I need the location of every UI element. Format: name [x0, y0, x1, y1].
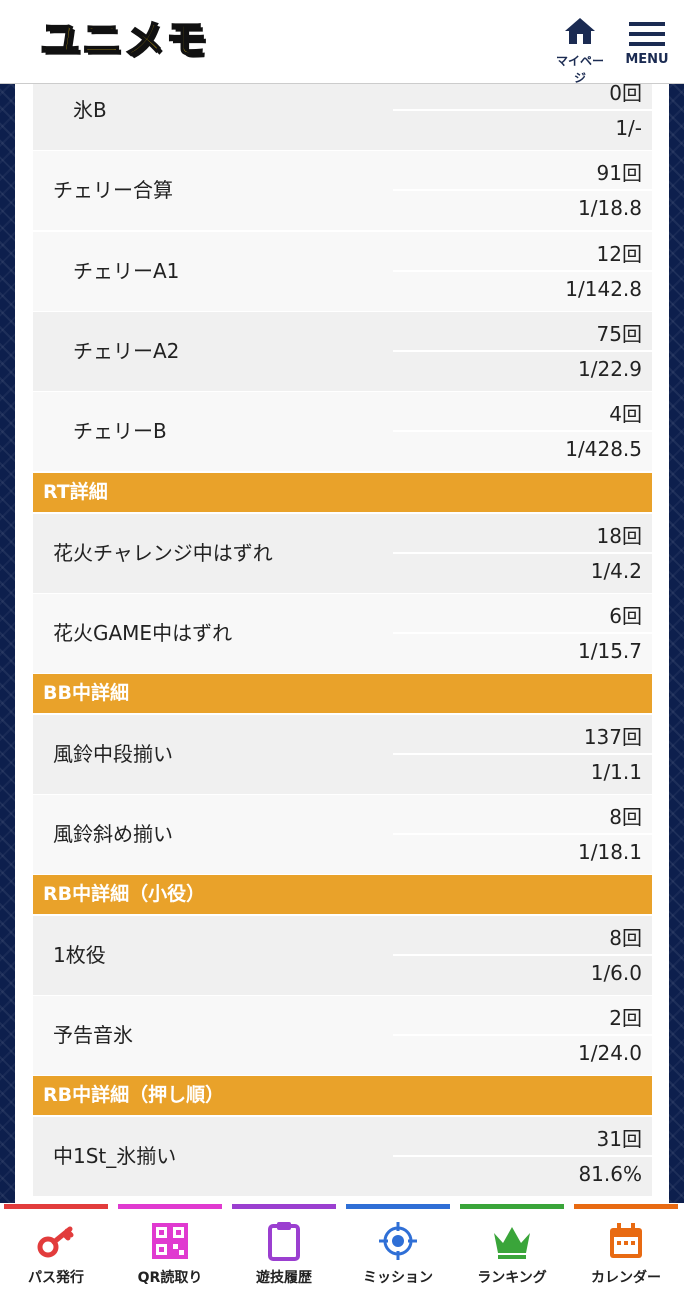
nav-label: パス発行	[28, 1270, 84, 1286]
row-count: 0回	[609, 83, 642, 105]
row-name: チェリーA1	[73, 259, 180, 283]
row-name: 風鈴中段揃い	[53, 742, 173, 766]
nav-label: ランキング	[477, 1270, 547, 1286]
nav-pass-issue[interactable]: パス発行	[4, 1203, 108, 1296]
nav-label: ミッション	[363, 1270, 433, 1286]
row-probability: 1/142.8	[565, 277, 642, 301]
row-count: 12回	[596, 242, 642, 266]
list-item: 風鈴中段揃い 137回 1/1.1	[33, 715, 652, 794]
row-count: 91回	[596, 161, 642, 185]
list-item: 花火GAME中はずれ 6回 1/15.7	[33, 594, 652, 673]
nav-mission[interactable]: ミッション	[346, 1203, 450, 1296]
row-count: 18回	[596, 524, 642, 548]
list-item: 氷B 0回 1/-	[33, 83, 652, 150]
row-count: 6回	[609, 604, 642, 628]
row-probability: 1/-	[615, 116, 642, 140]
row-probability: 1/6.0	[590, 961, 642, 985]
row-count: 75回	[596, 322, 642, 346]
nav-play-history[interactable]: 遊技履歴	[232, 1203, 336, 1296]
row-count: 8回	[609, 805, 642, 829]
row-name: 予告音氷	[53, 1023, 133, 1047]
row-probability: 1/4.2	[590, 559, 642, 583]
list-item: チェリーB 4回 1/428.5	[33, 392, 652, 471]
row-name: 中1St_氷揃い	[53, 1144, 177, 1168]
section-header-rt: RT詳細	[33, 473, 652, 512]
row-probability: 1/428.5	[565, 437, 642, 461]
list-item: 中1St_氷揃い 31回 81.6%	[33, 1117, 652, 1196]
row-count: 137回	[583, 725, 642, 749]
nav-calendar[interactable]: カレンダー	[574, 1203, 678, 1296]
menu-label: MENU	[625, 52, 669, 67]
row-name: 風鈴斜め揃い	[53, 822, 173, 846]
row-probability: 81.6%	[578, 1162, 642, 1186]
row-name: 氷B	[73, 98, 107, 122]
target-icon	[379, 1222, 417, 1260]
section-header-bb: BB中詳細	[33, 674, 652, 713]
list-item: チェリーA1 12回 1/142.8	[33, 232, 652, 311]
home-icon	[565, 18, 595, 44]
section-header-rb-push: RB中詳細（押し順）	[33, 1076, 652, 1115]
list-item: チェリーA2 75回 1/22.9	[33, 312, 652, 391]
stats-content: 氷B 0回 1/- チェリー合算 91回 1/18.8 チェリーA1 12回 1…	[15, 83, 669, 1203]
list-item: 風鈴斜め揃い 8回 1/18.1	[33, 795, 652, 874]
bottom-nav: パス発行 QR読取り 遊技履歴 ミッション	[0, 1203, 684, 1296]
list-item: 予告音氷 2回 1/24.0	[33, 996, 652, 1075]
row-count: 2回	[609, 1006, 642, 1030]
mypage-label: マイページ	[555, 54, 604, 85]
row-name: 花火GAME中はずれ	[53, 621, 233, 645]
row-probability: 1/24.0	[578, 1041, 642, 1065]
row-name: 花火チャレンジ中はずれ	[53, 541, 273, 565]
row-probability: 1/18.8	[578, 196, 642, 220]
list-item: 花火チャレンジ中はずれ 18回 1/4.2	[33, 514, 652, 593]
row-probability: 1/1.1	[590, 760, 642, 784]
nav-label: QR読取り	[137, 1270, 203, 1286]
nav-label: カレンダー	[591, 1270, 661, 1286]
hamburger-icon	[620, 16, 674, 46]
mypage-button[interactable]: マイページ	[552, 16, 608, 86]
app-header: ユニメモ マイページ MENU	[0, 0, 684, 86]
calendar-icon	[610, 1223, 642, 1258]
nav-ranking[interactable]: ランキング	[460, 1203, 564, 1296]
row-name: チェリーB	[73, 419, 167, 443]
section-header-rb-small: RB中詳細（小役）	[33, 875, 652, 914]
nav-qr-scan[interactable]: QR読取り	[118, 1203, 222, 1296]
row-count: 8回	[609, 926, 642, 950]
row-probability: 1/18.1	[578, 840, 642, 864]
row-name: チェリー合算	[53, 178, 173, 202]
qr-code-icon	[152, 1223, 188, 1259]
app-logo[interactable]: ユニメモ	[39, 16, 208, 64]
row-probability: 1/15.7	[578, 639, 642, 663]
clipboard-icon	[268, 1222, 300, 1261]
crown-icon	[494, 1227, 530, 1259]
row-probability: 1/22.9	[578, 357, 642, 381]
row-name: チェリーA2	[73, 339, 180, 363]
list-item: チェリー合算 91回 1/18.8	[33, 151, 652, 230]
key-icon	[37, 1226, 74, 1258]
row-count: 31回	[596, 1127, 642, 1151]
row-count: 4回	[609, 402, 642, 426]
menu-button[interactable]: MENU	[620, 16, 674, 67]
nav-label: 遊技履歴	[256, 1270, 312, 1286]
row-name: 1枚役	[53, 943, 106, 967]
list-item: 1枚役 8回 1/6.0	[33, 916, 652, 995]
